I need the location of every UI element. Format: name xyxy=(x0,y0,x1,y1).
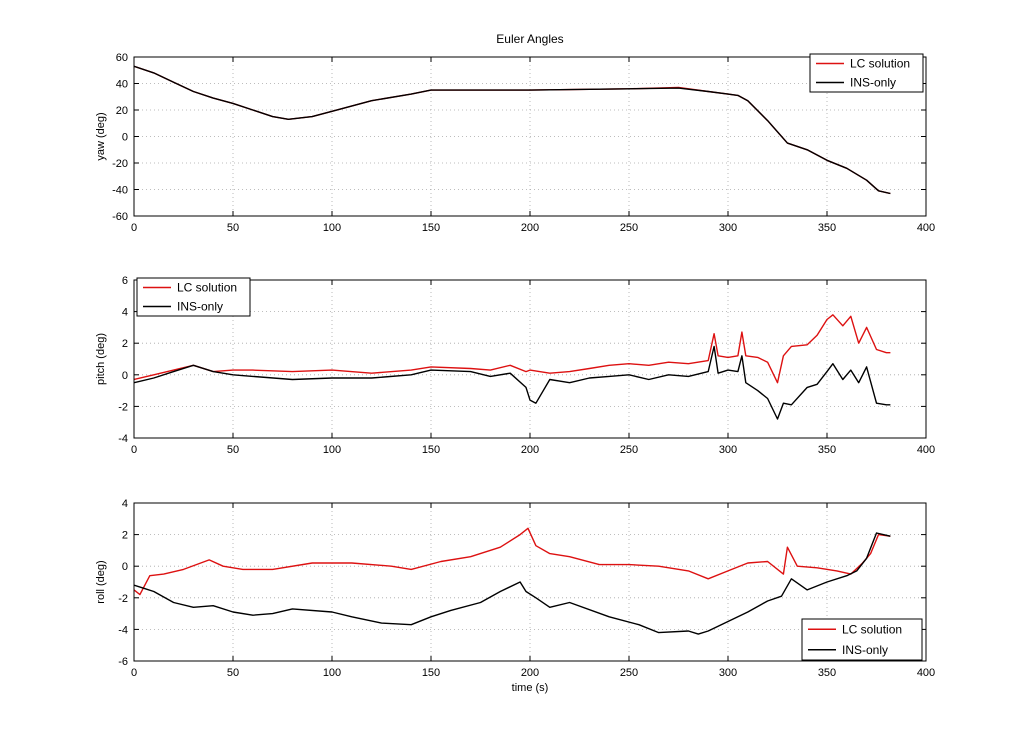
yaw-axes-frame xyxy=(133,56,927,217)
yaw-y-axis-label: yaw (deg) xyxy=(95,112,107,160)
roll-x-tick-label: 200 xyxy=(521,667,539,679)
roll-x-tick-label: 0 xyxy=(131,667,137,679)
roll-y-tick-label: 4 xyxy=(122,498,128,510)
roll-x-tick-label: 100 xyxy=(323,667,341,679)
yaw-x-tick-label: 400 xyxy=(917,222,935,234)
yaw-x-tick-label: 250 xyxy=(620,222,638,234)
yaw-series-group xyxy=(134,65,891,195)
roll-y-axis-label: roll (deg) xyxy=(95,560,107,603)
roll-legend-box xyxy=(801,618,923,661)
pitch-x-tick-label: 250 xyxy=(620,444,638,456)
yaw-subplot: 0 50 100 150 200 250 300 350 400 -60 -40 -20 0 20 40 60… xyxy=(95,52,935,234)
yaw-x-tick-label: 200 xyxy=(521,222,539,234)
pitch-y-tick-label: 4 xyxy=(122,307,128,319)
pitch-legend-label: INS-only xyxy=(177,300,223,314)
roll-series-group xyxy=(134,527,891,635)
yaw-x-tick-label: 300 xyxy=(719,222,737,234)
yaw-legend-label: INS-only xyxy=(850,76,896,90)
pitch-axes-frame xyxy=(133,279,927,439)
pitch-legend-label: LC solution xyxy=(177,281,237,295)
pitch-y-tick-label: 2 xyxy=(122,338,128,350)
roll-series-ins-only xyxy=(134,532,891,635)
roll-x-axis-label: time (s) xyxy=(512,682,549,694)
pitch-x-tick-label: 100 xyxy=(323,444,341,456)
yaw-series-ins-only xyxy=(134,65,891,195)
yaw-x-tick-label: 150 xyxy=(422,222,440,234)
pitch-legend-box xyxy=(136,277,251,317)
yaw-y-tick-label: -20 xyxy=(112,158,128,170)
pitch-series-lc-solution xyxy=(134,314,891,384)
pitch-plot-area xyxy=(134,280,926,438)
pitch-series-ins-only xyxy=(134,345,891,420)
roll-subplot: 0 50 100 150 200 250 300 350 400 -6 -4 -2 0 2 4 roll (d… xyxy=(95,498,935,694)
pitch-y-tick-label: -2 xyxy=(118,401,128,413)
pitch-x-tick-label: 300 xyxy=(719,444,737,456)
yaw-y-tick-label: -60 xyxy=(112,211,128,223)
yaw-y-tick-label: 40 xyxy=(116,79,128,91)
roll-legend-label: INS-only xyxy=(842,643,888,657)
pitch-subplot: 0 50 100 150 200 250 300 350 400 -4 -2 0 2 4 6 pitch (d… xyxy=(95,275,935,456)
yaw-x-tick-label: 350 xyxy=(818,222,836,234)
roll-y-tick-label: 0 xyxy=(122,561,128,573)
pitch-x-tick-label: 200 xyxy=(521,444,539,456)
yaw-y-tick-label: 60 xyxy=(116,52,128,64)
roll-y-tick-label: -6 xyxy=(118,656,128,668)
pitch-y-tick-label: 0 xyxy=(122,370,128,382)
roll-x-tick-label: 350 xyxy=(818,667,836,679)
roll-y-tick-label: -4 xyxy=(118,624,128,636)
pitch-x-tick-label: 50 xyxy=(227,444,239,456)
roll-x-tick-label: 150 xyxy=(422,667,440,679)
yaw-x-tick-label: 0 xyxy=(131,222,137,234)
yaw-legend-box xyxy=(809,53,924,93)
yaw-y-tick-label: -40 xyxy=(112,185,128,197)
roll-x-tick-label: 50 xyxy=(227,667,239,679)
roll-legend-label: LC solution xyxy=(842,622,902,636)
figure-title: Euler Angles xyxy=(496,32,563,46)
roll-x-tick-label: 250 xyxy=(620,667,638,679)
pitch-x-tick-label: 400 xyxy=(917,444,935,456)
roll-y-tick-label: 2 xyxy=(122,530,128,542)
pitch-y-tick-label: 6 xyxy=(122,275,128,287)
pitch-y-axis-label: pitch (deg) xyxy=(95,333,107,385)
roll-y-tick-label: -2 xyxy=(118,593,128,605)
yaw-y-tick-label: 20 xyxy=(116,105,128,117)
yaw-x-tick-label: 50 xyxy=(227,222,239,234)
yaw-y-tick-label: 0 xyxy=(122,132,128,144)
pitch-x-tick-label: 0 xyxy=(131,444,137,456)
pitch-y-tick-label: -4 xyxy=(118,433,128,445)
yaw-legend: LC solution INS-only xyxy=(809,53,924,93)
yaw-legend-label: LC solution xyxy=(850,57,910,71)
pitch-series-group xyxy=(134,314,891,420)
roll-x-tick-label: 300 xyxy=(719,667,737,679)
subplots: 0 50 100 150 200 250 300 350 400-60-40-200204060… xyxy=(95,52,935,694)
yaw-x-tick-label: 100 xyxy=(323,222,341,234)
pitch-x-tick-label: 150 xyxy=(422,444,440,456)
roll-series-lc-solution xyxy=(134,527,891,596)
roll-plot-area xyxy=(134,503,926,661)
pitch-x-tick-label: 350 xyxy=(818,444,836,456)
roll-x-tick-label: 400 xyxy=(917,667,935,679)
pitch-legend: LC solution INS-only xyxy=(136,277,251,317)
roll-axes-frame xyxy=(133,502,927,662)
roll-legend: LC solution INS-only xyxy=(801,618,923,661)
